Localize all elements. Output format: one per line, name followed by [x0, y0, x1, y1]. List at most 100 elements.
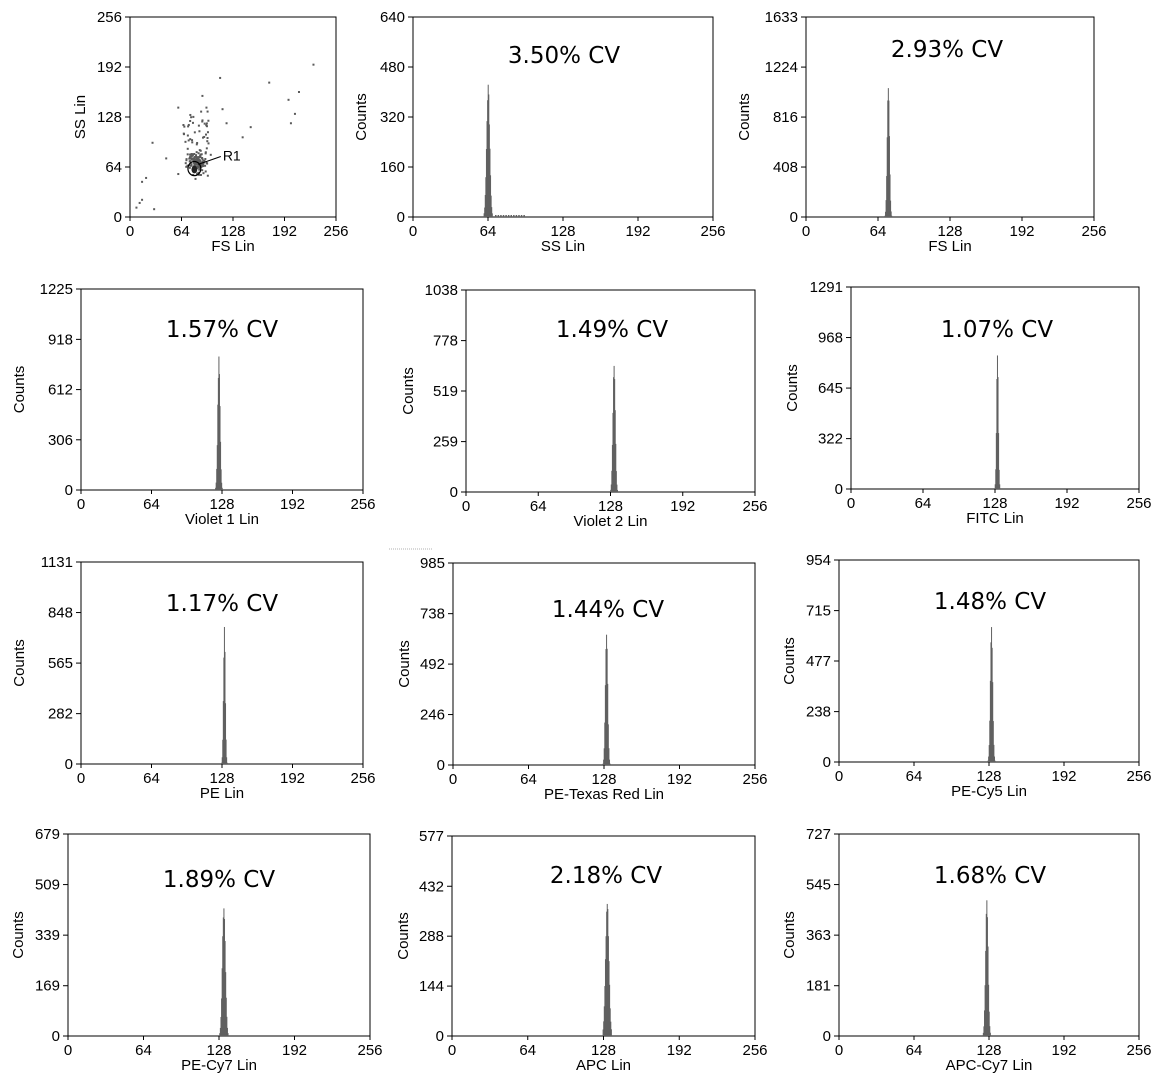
scatter-point	[198, 166, 201, 169]
y-tick-label: 918	[48, 331, 73, 348]
x-axis-label: PE-Texas Red Lin	[544, 786, 664, 803]
histogram-bar	[221, 482, 223, 490]
scatter-point	[221, 108, 224, 111]
scatter-point	[186, 164, 189, 167]
x-axis-label: PE Lin	[200, 785, 244, 802]
y-tick-label: 169	[35, 978, 60, 995]
x-tick-label: 0	[409, 223, 417, 240]
scatter-point	[200, 165, 203, 168]
histogram-bar	[995, 433, 997, 489]
scatter-point	[206, 110, 209, 113]
scatter-point	[195, 155, 198, 158]
histogram-bar	[615, 443, 617, 492]
histogram-bar	[889, 174, 891, 217]
scatter-point	[199, 155, 202, 158]
scatter-point	[145, 176, 148, 179]
scatter-point	[297, 91, 300, 93]
histogram-bar	[982, 1035, 984, 1036]
x-tick-label: 192	[1009, 223, 1034, 240]
histogram-bar	[987, 760, 989, 762]
histogram-bar	[608, 961, 610, 1036]
scatter-point	[205, 147, 208, 150]
scatter-point	[190, 163, 193, 166]
scatter-point	[188, 160, 191, 163]
scatter-point	[197, 152, 200, 155]
histogram-bar	[890, 211, 892, 217]
y-tick-label: 519	[433, 383, 458, 400]
scatter-point	[202, 136, 205, 139]
histogram-bar	[606, 634, 608, 765]
y-tick-label: 0	[52, 1028, 60, 1045]
scatter-point	[204, 170, 207, 173]
histogram-bar	[604, 959, 606, 1036]
scatter-point	[201, 169, 204, 172]
histogram-tail-bar	[502, 215, 505, 217]
scatter-point	[206, 131, 209, 134]
x-tick-label: 64	[915, 495, 932, 512]
histogram-bar	[891, 215, 893, 217]
x-tick-label: 64	[480, 223, 497, 240]
y-axis-label: Counts	[353, 93, 370, 141]
histogram-bar	[223, 657, 225, 764]
cv-annotation: 2.18% CV	[550, 863, 662, 889]
scatter-point	[195, 158, 198, 161]
scatter-point	[186, 147, 189, 150]
x-tick-label: 64	[530, 498, 547, 515]
scatter-point	[198, 159, 201, 162]
histogram-bar	[888, 100, 890, 217]
x-tick-label: 256	[742, 771, 767, 788]
scatter-point	[201, 161, 204, 164]
y-tick-label: 612	[48, 382, 73, 399]
histogram-bar	[884, 215, 886, 217]
cv-annotation: 1.17% CV	[166, 591, 278, 617]
histogram-bar	[602, 1029, 604, 1036]
y-tick-label: 1224	[765, 59, 798, 76]
histogram-tail-bar	[507, 215, 510, 217]
scatter-point	[197, 156, 200, 159]
histogram-bar	[985, 913, 987, 1036]
scatter-point	[188, 166, 191, 169]
histogram-bar	[609, 1008, 611, 1036]
histogram-bar	[223, 626, 225, 764]
y-tick-label: 0	[823, 1028, 831, 1045]
panel-hist-fs: 0 64 128 192 256 0 408 816 1224 1633 FS Lin Counts 2…	[736, 9, 1107, 255]
histogram-bar	[219, 1033, 221, 1036]
y-tick-label: 985	[420, 555, 445, 572]
histogram-bar	[226, 757, 228, 764]
histogram-tail-bar	[495, 215, 497, 217]
scatter-point	[191, 121, 194, 124]
histogram-bar	[989, 680, 991, 762]
scatter-point	[187, 123, 190, 126]
x-tick-label: 128	[976, 768, 1001, 785]
x-tick-label: 256	[1126, 768, 1151, 785]
histogram-tail-bar	[505, 215, 507, 217]
histogram-bar	[996, 355, 998, 489]
histogram-bar	[222, 917, 224, 1036]
scatter-point	[177, 173, 180, 176]
histogram-bar	[614, 379, 616, 492]
histogram-bar	[219, 406, 221, 490]
scatter-point	[165, 157, 168, 160]
y-tick-label: 738	[420, 606, 445, 623]
scatter-point	[182, 124, 185, 127]
x-tick-label: 0	[77, 770, 85, 787]
scatter-point	[194, 164, 197, 167]
histogram-bar	[223, 908, 225, 1036]
histogram-bar	[988, 984, 990, 1036]
histogram-bar	[222, 739, 224, 764]
histogram-bar	[989, 720, 991, 762]
x-tick-label: 128	[598, 498, 623, 515]
x-tick-label: 128	[937, 223, 962, 240]
histogram-bar	[885, 200, 887, 217]
x-tick-label: 128	[206, 1042, 231, 1059]
histogram-bar	[217, 377, 219, 490]
scatter-point	[201, 94, 204, 97]
x-tick-label: 64	[519, 1042, 536, 1059]
scatter-point	[191, 139, 194, 142]
panel-hist-pe-cy5: 0 64 128 192 256 0 238 477 715 954 PE-Cy5 Lin Count…	[781, 552, 1152, 800]
histogram-bar	[216, 445, 218, 490]
x-axis-label: APC Lin	[576, 1057, 631, 1074]
cv-annotation: 1.68% CV	[934, 863, 1046, 889]
scatter-point	[184, 162, 187, 165]
gate-r1-ellipse	[187, 160, 202, 177]
